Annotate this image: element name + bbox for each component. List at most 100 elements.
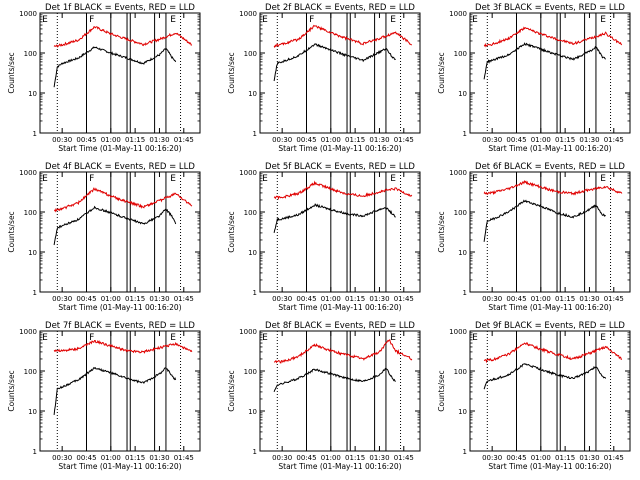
marker-label: E — [600, 333, 606, 343]
x-tick-label: 01:15 — [345, 454, 365, 462]
y-tick-label: 100 — [454, 50, 467, 58]
plot-frame — [469, 12, 631, 134]
y-tick-label: 1000 — [449, 169, 467, 177]
y-tick-label: 100 — [244, 50, 257, 58]
x-tick-label: 01:00 — [321, 454, 341, 462]
y-tick-label: 10 — [28, 408, 37, 416]
series-lld-line — [273, 24, 412, 49]
marker-label: E — [390, 333, 396, 343]
y-tick-label: 1 — [253, 289, 257, 297]
x-tick-label: 01:00 — [101, 295, 121, 303]
series-lld-line — [53, 340, 193, 354]
plot-frame — [259, 330, 421, 452]
plot-frame — [259, 12, 421, 134]
panel-title: Det 6f BLACK = Events, RED = LLD — [475, 162, 625, 172]
marker-label: E — [170, 174, 176, 184]
plot-frame — [259, 171, 421, 293]
x-tick-label: 01:30 — [369, 454, 389, 462]
x-tick-label: 00:45 — [506, 136, 526, 144]
y-tick-label: 1 — [33, 289, 37, 297]
y-axis-label: Counts/sec — [227, 211, 236, 252]
x-tick-label: 00:30 — [272, 136, 292, 144]
marker-label: E — [600, 15, 606, 25]
panel-title: Det 7f BLACK = Events, RED = LLD — [45, 321, 195, 331]
x-tick-label: 01:00 — [101, 136, 121, 144]
x-tick-label: 01:45 — [604, 136, 624, 144]
marker-label: E — [472, 174, 478, 184]
y-axis-label: Counts/sec — [437, 211, 446, 252]
y-tick-label: 1 — [463, 289, 467, 297]
chart-panel-6: Det 6f BLACK = Events, RED = LLD 1 10 100 10… — [437, 162, 631, 312]
panel-title: Det 1f BLACK = Events, RED = LLD — [45, 3, 195, 13]
x-tick-label: 01:45 — [604, 454, 624, 462]
x-tick-label: 01:30 — [369, 295, 389, 303]
x-tick-label: 01:30 — [149, 454, 169, 462]
marker-label: F — [309, 15, 314, 25]
series-events-line — [483, 363, 607, 390]
series-lld-line — [273, 180, 413, 201]
x-tick-label: 01:15 — [555, 295, 575, 303]
x-tick-label: 01:00 — [531, 295, 551, 303]
x-tick-label: 00:30 — [482, 295, 502, 303]
series-events-line — [53, 46, 177, 88]
x-tick-label: 01:45 — [174, 295, 194, 303]
y-axis-label: Counts/sec — [7, 52, 16, 93]
panel-title: Det 8f BLACK = Events, RED = LLD — [265, 321, 415, 331]
x-axis-label: Start Time (01-May-11 00:16:20) — [488, 462, 611, 471]
x-tick-label: 01:15 — [125, 454, 145, 462]
series-events-line — [53, 205, 177, 246]
chart-panel-4: Det 4f BLACK = Events, RED = LLD 1 10 100 10… — [7, 162, 201, 312]
y-tick-label: 10 — [28, 249, 37, 257]
marker-label: E — [472, 15, 478, 25]
x-axis-label: Start Time (01-May-11 00:16:20) — [278, 462, 401, 471]
plot-frame — [39, 12, 201, 134]
chart-panel-8: Det 8f BLACK = Events, RED = LLD 1 10 100 10… — [227, 321, 421, 471]
x-tick-label: 00:45 — [296, 454, 316, 462]
y-tick-label: 10 — [248, 249, 257, 257]
y-tick-label: 100 — [454, 209, 467, 217]
series-events-line — [53, 366, 177, 415]
y-tick-label: 100 — [24, 368, 37, 376]
y-tick-label: 1000 — [19, 10, 37, 18]
x-tick-label: 00:30 — [52, 295, 72, 303]
marker-label: E — [262, 174, 268, 184]
series-lld-line — [54, 187, 193, 213]
x-tick-label: 00:30 — [272, 454, 292, 462]
x-tick-label: 01:30 — [579, 295, 599, 303]
x-axis-label: Start Time (01-May-11 00:16:20) — [488, 144, 611, 153]
x-tick-label: 01:45 — [174, 136, 194, 144]
x-tick-label: 00:45 — [506, 295, 526, 303]
marker-label: E — [390, 15, 396, 25]
y-tick-label: 1 — [463, 448, 467, 456]
x-tick-label: 01:30 — [579, 136, 599, 144]
x-tick-label: 01:45 — [394, 295, 414, 303]
series-events-line — [483, 42, 606, 80]
x-tick-label: 01:45 — [394, 454, 414, 462]
marker-label: E — [42, 15, 48, 25]
x-tick-label: 00:45 — [76, 295, 96, 303]
y-tick-label: 1000 — [239, 328, 257, 336]
y-tick-label: 1000 — [449, 10, 467, 18]
y-tick-label: 1 — [33, 130, 37, 138]
y-tick-label: 100 — [454, 368, 467, 376]
x-tick-label: 01:15 — [125, 136, 145, 144]
marker-label: E — [170, 333, 176, 343]
y-tick-label: 10 — [458, 90, 467, 98]
y-tick-label: 1 — [463, 130, 467, 138]
x-tick-label: 01:45 — [174, 454, 194, 462]
x-axis-label: Start Time (01-May-11 00:16:20) — [58, 303, 181, 312]
y-tick-label: 100 — [244, 209, 257, 217]
series-events-line — [273, 43, 396, 82]
y-tick-label: 1000 — [239, 169, 257, 177]
y-tick-label: 1000 — [239, 10, 257, 18]
marker-label: E — [42, 333, 48, 343]
chart-panel-5: Det 5f BLACK = Events, RED = LLD 1 10 100 10… — [227, 162, 421, 312]
x-tick-label: 00:45 — [296, 295, 316, 303]
panel-title: Det 2f BLACK = Events, RED = LLD — [265, 3, 415, 13]
marker-label: E — [262, 15, 268, 25]
x-tick-label: 00:30 — [52, 454, 72, 462]
x-tick-label: 01:00 — [531, 454, 551, 462]
panel-title: Det 4f BLACK = Events, RED = LLD — [45, 162, 195, 172]
marker-label: E — [262, 333, 268, 343]
y-tick-label: 10 — [248, 90, 257, 98]
